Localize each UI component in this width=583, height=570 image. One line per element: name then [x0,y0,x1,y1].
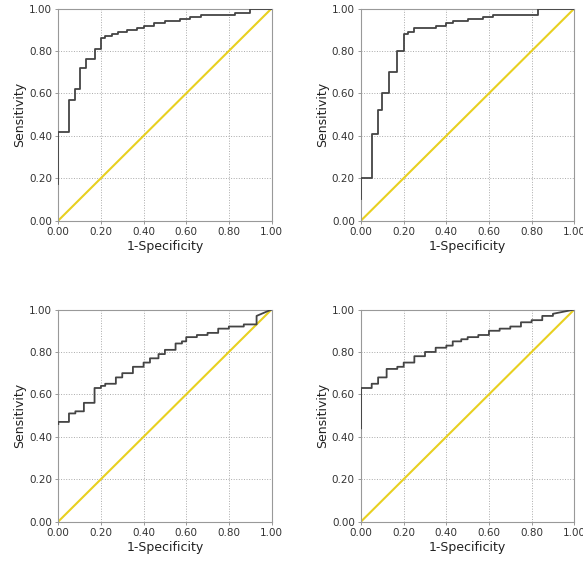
X-axis label: 1-Specificity: 1-Specificity [429,540,506,553]
Y-axis label: Sensitivity: Sensitivity [13,383,26,448]
X-axis label: 1-Specificity: 1-Specificity [127,239,203,253]
Y-axis label: Sensitivity: Sensitivity [316,383,329,448]
Y-axis label: Sensitivity: Sensitivity [316,82,329,147]
Y-axis label: Sensitivity: Sensitivity [13,82,26,147]
X-axis label: 1-Specificity: 1-Specificity [429,239,506,253]
X-axis label: 1-Specificity: 1-Specificity [127,540,203,553]
